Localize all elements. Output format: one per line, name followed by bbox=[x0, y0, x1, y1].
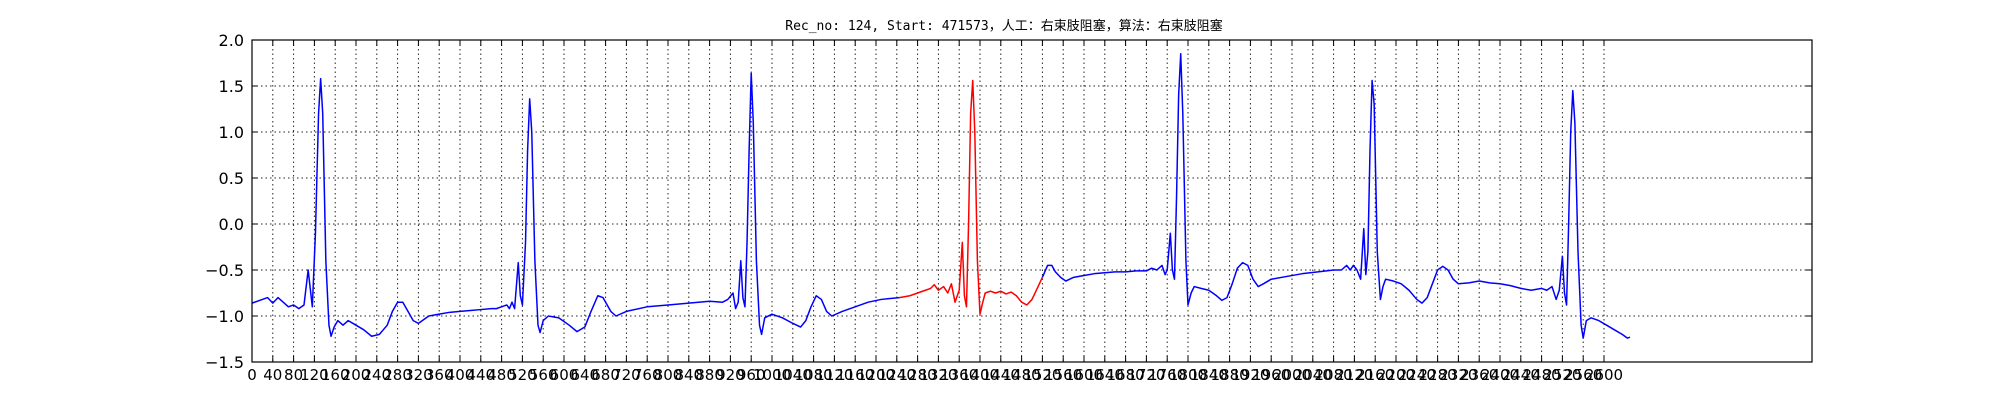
x-tick-label: 440 bbox=[466, 366, 495, 384]
ecg-series-line-2 bbox=[1041, 53, 1631, 339]
x-tick-label: 560 bbox=[529, 366, 558, 384]
chart-title: Rec_no: 124, Start: 471573，人工：右束肢阻塞，算法：右… bbox=[785, 18, 1223, 34]
y-tick-label: −0.5 bbox=[205, 261, 244, 280]
y-tick-label: 1.0 bbox=[219, 123, 244, 142]
x-tick-label: 1040 bbox=[774, 366, 812, 384]
y-tick-label: 1.5 bbox=[219, 77, 244, 96]
x-tick-label: 160 bbox=[321, 366, 350, 384]
y-tick-label: 0.0 bbox=[219, 215, 244, 234]
x-tick-label: 2400 bbox=[1481, 366, 1519, 384]
y-tick-label: −1.5 bbox=[205, 353, 244, 372]
x-tick-label: 2440 bbox=[1502, 366, 1540, 384]
x-tick-label: 1520 bbox=[1023, 366, 1061, 384]
x-tick-label: 840 bbox=[674, 366, 703, 384]
x-tick-label: 1960 bbox=[1252, 366, 1290, 384]
x-tick-label: 2160 bbox=[1356, 366, 1394, 384]
grid-layer bbox=[252, 40, 1812, 362]
x-tick-label: 320 bbox=[404, 366, 433, 384]
x-tick-label: 0 bbox=[247, 366, 257, 384]
x-tick-label: 2320 bbox=[1439, 366, 1477, 384]
x-tick-label: 2280 bbox=[1419, 366, 1457, 384]
x-tick-label: 1800 bbox=[1169, 366, 1207, 384]
ecg-series-line-0 bbox=[251, 72, 900, 337]
x-tick-label: 2520 bbox=[1543, 366, 1581, 384]
x-tick-label: 1560 bbox=[1044, 366, 1082, 384]
x-tick-label: 720 bbox=[612, 366, 641, 384]
x-tick-label: 1640 bbox=[1086, 366, 1124, 384]
x-tick-label: 1920 bbox=[1231, 366, 1269, 384]
x-tick-label: 80 bbox=[284, 366, 303, 384]
x-tick-label: 400 bbox=[446, 366, 475, 384]
x-tick-label: 1360 bbox=[940, 366, 978, 384]
y-tick-label: 2.0 bbox=[219, 31, 244, 50]
x-tick-label: 1400 bbox=[961, 366, 999, 384]
x-tick-label: 1240 bbox=[878, 366, 916, 384]
x-tick-label: 1000 bbox=[753, 366, 791, 384]
x-tick-label: 2000 bbox=[1273, 366, 1311, 384]
x-tick-label: 2360 bbox=[1460, 366, 1498, 384]
x-tick-label: 1720 bbox=[1127, 366, 1165, 384]
x-tick-label: 40 bbox=[263, 366, 282, 384]
x-tick-label: 680 bbox=[591, 366, 620, 384]
x-tick-label: 920 bbox=[716, 366, 745, 384]
x-tick-label: 520 bbox=[508, 366, 537, 384]
y-tick-label: −1.0 bbox=[205, 307, 244, 326]
x-tick-label: 120 bbox=[300, 366, 329, 384]
x-tick-label: 1200 bbox=[857, 366, 895, 384]
x-tick-label: 800 bbox=[654, 366, 683, 384]
x-tick-label: 1840 bbox=[1190, 366, 1228, 384]
x-tick-label: 2120 bbox=[1335, 366, 1373, 384]
x-tick-label: 2240 bbox=[1398, 366, 1436, 384]
series-layer bbox=[251, 53, 1631, 339]
x-tick-label: 2560 bbox=[1564, 366, 1602, 384]
x-tick-label: 1680 bbox=[1107, 366, 1145, 384]
x-tick-label: 2080 bbox=[1315, 366, 1353, 384]
x-tick-label: 360 bbox=[425, 366, 454, 384]
x-tick-label: 480 bbox=[487, 366, 516, 384]
x-tick-label: 2480 bbox=[1523, 366, 1561, 384]
y-tick-label: 0.5 bbox=[219, 169, 244, 188]
x-tick-label: 2200 bbox=[1377, 366, 1415, 384]
x-tick-label: 2600 bbox=[1585, 366, 1623, 384]
x-tick-label: 2040 bbox=[1294, 366, 1332, 384]
x-tick-label: 880 bbox=[695, 366, 724, 384]
x-tick-label: 1600 bbox=[1065, 366, 1103, 384]
ecg-series-line-1 bbox=[899, 79, 1044, 315]
plot-frame bbox=[251, 39, 1813, 363]
x-tick-label: 640 bbox=[570, 366, 599, 384]
x-tick-label: 1440 bbox=[982, 366, 1020, 384]
x-tick-label: 1280 bbox=[899, 366, 937, 384]
x-tick-label: 1480 bbox=[1003, 366, 1041, 384]
x-tick-label: 600 bbox=[550, 366, 579, 384]
x-tick-label: 200 bbox=[342, 366, 371, 384]
x-tick-label: 1080 bbox=[795, 366, 833, 384]
y-axis: −1.5 −1.0 −0.5 0.0 0.5 1.0 1.5 2.0 bbox=[205, 31, 1812, 372]
x-tick-label: 240 bbox=[362, 366, 391, 384]
x-tick-label: 760 bbox=[633, 366, 662, 384]
x-tick-label: 1120 bbox=[815, 366, 853, 384]
x-axis: 0 40 8012016020024028032036040044048052056… bbox=[247, 40, 1623, 384]
x-tick-label: 1320 bbox=[919, 366, 957, 384]
x-tick-label: 1880 bbox=[1211, 366, 1249, 384]
x-tick-label: 1760 bbox=[1148, 366, 1186, 384]
x-tick-label: 280 bbox=[383, 366, 412, 384]
x-tick-label: 960 bbox=[737, 366, 766, 384]
x-tick-label: 1160 bbox=[836, 366, 874, 384]
